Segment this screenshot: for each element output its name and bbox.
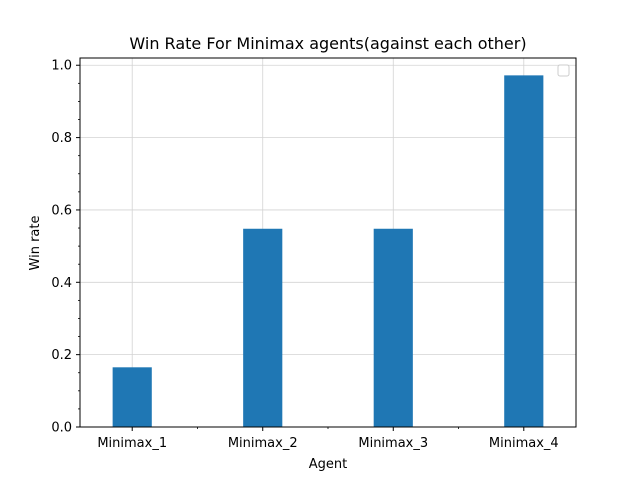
y-tick-label: 0.8 <box>51 131 72 146</box>
x-tick-label: Minimax_4 <box>489 436 559 451</box>
y-tick-label: 0.0 <box>51 421 72 436</box>
y-tick-label: 1.0 <box>51 59 72 74</box>
x-axis-title: Agent <box>309 457 347 472</box>
bar-minimax-2 <box>243 228 283 427</box>
plot-frame <box>79 57 577 428</box>
axis-ticks: 0.0 0.2 0.4 0.6 0.8 1.0 Minimax_1 Minimax_2 Mini… <box>51 59 558 451</box>
y-tick-label: 0.2 <box>51 348 72 363</box>
bar-minimax-4 <box>504 75 544 427</box>
legend-box <box>557 64 570 77</box>
bars <box>112 75 544 427</box>
y-axis-title: Win rate <box>28 216 43 271</box>
chart-title: Win Rate For Minimax agents(against each… <box>129 34 526 53</box>
bar-minimax-3 <box>373 228 413 427</box>
x-tick-label: Minimax_3 <box>358 436 428 451</box>
y-tick-label: 0.6 <box>51 203 72 218</box>
x-tick-label: Minimax_1 <box>97 436 167 451</box>
y-tick-label: 0.4 <box>51 276 72 291</box>
grid-lines <box>80 58 576 428</box>
bar-minimax-1 <box>112 367 152 427</box>
x-tick-label: Minimax_2 <box>228 436 298 451</box>
